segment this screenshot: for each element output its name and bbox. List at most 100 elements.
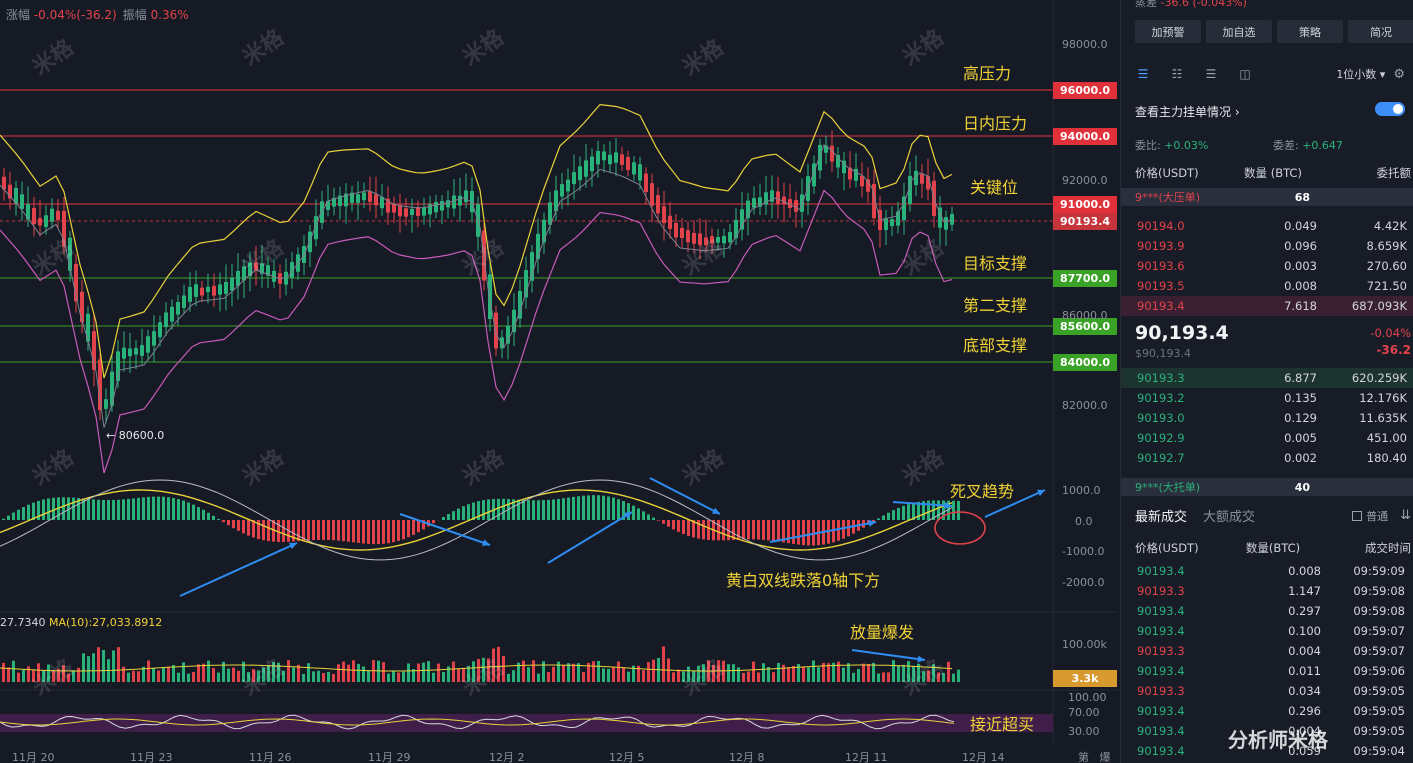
normal-checkbox[interactable]: 普通 bbox=[1352, 508, 1388, 524]
big-ask-row[interactable]: 9***(大压单) 68 bbox=[1121, 188, 1413, 206]
order-cell: 90192.9 bbox=[1137, 431, 1185, 445]
volume-bar bbox=[927, 670, 930, 682]
volume-bar bbox=[442, 671, 445, 682]
volume-bar bbox=[37, 663, 40, 682]
volume-bar bbox=[307, 663, 310, 682]
asks-view-icon[interactable]: ☰ bbox=[1205, 67, 1217, 81]
trend-arrow bbox=[649, 477, 721, 515]
macd-bar bbox=[662, 520, 665, 524]
macd-bar bbox=[337, 520, 340, 541]
bid-row[interactable]: 90193.3 6.877 620.259K bbox=[1121, 368, 1413, 388]
candle-body bbox=[446, 200, 450, 208]
volume-bar bbox=[847, 663, 850, 682]
macd-bar bbox=[792, 520, 795, 544]
volume-bar bbox=[162, 667, 165, 682]
candle-body bbox=[356, 194, 360, 203]
trade-cell: 0.004 bbox=[1288, 644, 1321, 658]
candle-body bbox=[422, 207, 426, 216]
ask-row[interactable]: 90193.9 0.096 8.659K bbox=[1121, 236, 1413, 256]
macd-bar bbox=[952, 500, 955, 520]
candle-body bbox=[38, 218, 42, 226]
candlestick-chart[interactable] bbox=[0, 0, 1118, 763]
volume-bar bbox=[952, 673, 955, 682]
ask-row[interactable]: 90193.4 7.618 687.093K bbox=[1121, 296, 1413, 316]
compact-view-icon[interactable]: ◫ bbox=[1239, 67, 1251, 81]
trade-row: 90193.3 1.147 09:59:08 bbox=[1121, 581, 1413, 601]
macd-axis-label: 1000.0 bbox=[1062, 484, 1101, 497]
bollinger-lower bbox=[0, 189, 953, 474]
trade-cell: 0.100 bbox=[1288, 624, 1321, 638]
volume-bar bbox=[157, 670, 160, 682]
volume-bar bbox=[447, 666, 450, 682]
volume-bar bbox=[202, 663, 205, 682]
volume-bar bbox=[332, 673, 335, 682]
date-label: 12月 2 bbox=[489, 751, 525, 763]
trade-row: 90193.4 0.004 09:59:05 bbox=[1121, 721, 1413, 741]
bid-row[interactable]: 90193.0 0.129 11.635K bbox=[1121, 408, 1413, 428]
volume-bar bbox=[152, 668, 155, 682]
ask-row[interactable]: 90194.0 0.049 4.42K bbox=[1121, 216, 1413, 236]
macd-bar bbox=[317, 520, 320, 540]
trade-cell: 90193.3 bbox=[1137, 584, 1185, 598]
bid-row[interactable]: 90193.2 0.135 12.176K bbox=[1121, 388, 1413, 408]
overview-button[interactable]: 简况 bbox=[1348, 20, 1413, 43]
trade-cell: 90193.4 bbox=[1137, 724, 1185, 738]
bid-row[interactable]: 90192.7 0.002 180.40 bbox=[1121, 448, 1413, 468]
volume-bar bbox=[217, 672, 220, 682]
volume-bar bbox=[102, 650, 105, 682]
macd-bar bbox=[2, 518, 5, 520]
volume-bar bbox=[567, 663, 570, 682]
gear-icon[interactable]: ⚙ bbox=[1393, 66, 1405, 82]
macd-bar bbox=[152, 496, 155, 520]
macd-bar bbox=[752, 520, 755, 540]
tab-latest-trades[interactable]: 最新成交 bbox=[1135, 510, 1188, 525]
action-buttons: 加预警 加自选 策略 简况 bbox=[1135, 20, 1413, 43]
add-watchlist-button[interactable]: 加自选 bbox=[1206, 20, 1272, 43]
macd-bar bbox=[562, 498, 565, 520]
bids-view-icon[interactable]: ☷ bbox=[1171, 67, 1183, 81]
macd-dea-line bbox=[0, 489, 953, 551]
ask-row[interactable]: 90193.5 0.008 721.50 bbox=[1121, 276, 1413, 296]
candle-body bbox=[782, 196, 786, 205]
candle-body bbox=[638, 164, 642, 181]
macd-bar bbox=[927, 500, 930, 520]
candle-body bbox=[902, 196, 906, 221]
rsi-ma-line bbox=[0, 718, 955, 726]
trade-cell: 0.011 bbox=[1288, 664, 1321, 678]
candle-body bbox=[950, 214, 954, 225]
volume-bar bbox=[892, 660, 895, 682]
macd-bar bbox=[737, 520, 740, 540]
macd-bar bbox=[922, 501, 925, 520]
candle-body bbox=[818, 144, 822, 171]
volume-bar bbox=[652, 659, 655, 682]
add-alert-button[interactable]: 加预警 bbox=[1135, 20, 1201, 43]
candle-body bbox=[326, 200, 330, 210]
trade-row: 90193.4 0.059 09:59:04 bbox=[1121, 741, 1413, 761]
chart-area[interactable]: 涨幅 -0.04%(-36.2) 振幅 0.36% 96000.0 94000.0 9… bbox=[0, 0, 1118, 763]
both-sides-view-icon[interactable]: ☰ bbox=[1137, 67, 1149, 81]
order-cell: 90193.3 bbox=[1137, 371, 1185, 385]
volume-bar bbox=[492, 648, 495, 682]
date-label: 12月 11 bbox=[845, 751, 888, 763]
volume-tag: 3.3k bbox=[1053, 670, 1117, 687]
macd-bar bbox=[77, 498, 80, 520]
order-cell: 4.42K bbox=[1373, 219, 1407, 233]
strategy-button[interactable]: 策略 bbox=[1277, 20, 1343, 43]
candle-body bbox=[110, 371, 114, 406]
volume-bar bbox=[462, 668, 465, 682]
macd-bar bbox=[397, 520, 400, 541]
see-main-orders[interactable]: 查看主力挂单情况 › bbox=[1135, 102, 1405, 120]
macd-axis-label: 0.0 bbox=[1075, 515, 1093, 528]
tab-large-trades[interactable]: 大额成交 bbox=[1203, 510, 1256, 525]
trend-arrow bbox=[892, 501, 953, 507]
candle-body bbox=[362, 192, 366, 201]
order-cell: 270.60 bbox=[1366, 259, 1407, 273]
big-bid-row[interactable]: 9***(大托单) 40 bbox=[1121, 478, 1413, 496]
candle-body bbox=[488, 274, 492, 319]
ask-row[interactable]: 90193.6 0.003 270.60 bbox=[1121, 256, 1413, 276]
bid-row[interactable]: 90192.9 0.005 451.00 bbox=[1121, 428, 1413, 448]
main-orders-toggle[interactable] bbox=[1375, 102, 1405, 116]
decimal-select[interactable]: 1位小数 ▾ bbox=[1336, 68, 1386, 81]
candle-body bbox=[68, 237, 72, 271]
filter-icon[interactable]: ⇊ bbox=[1400, 508, 1411, 523]
